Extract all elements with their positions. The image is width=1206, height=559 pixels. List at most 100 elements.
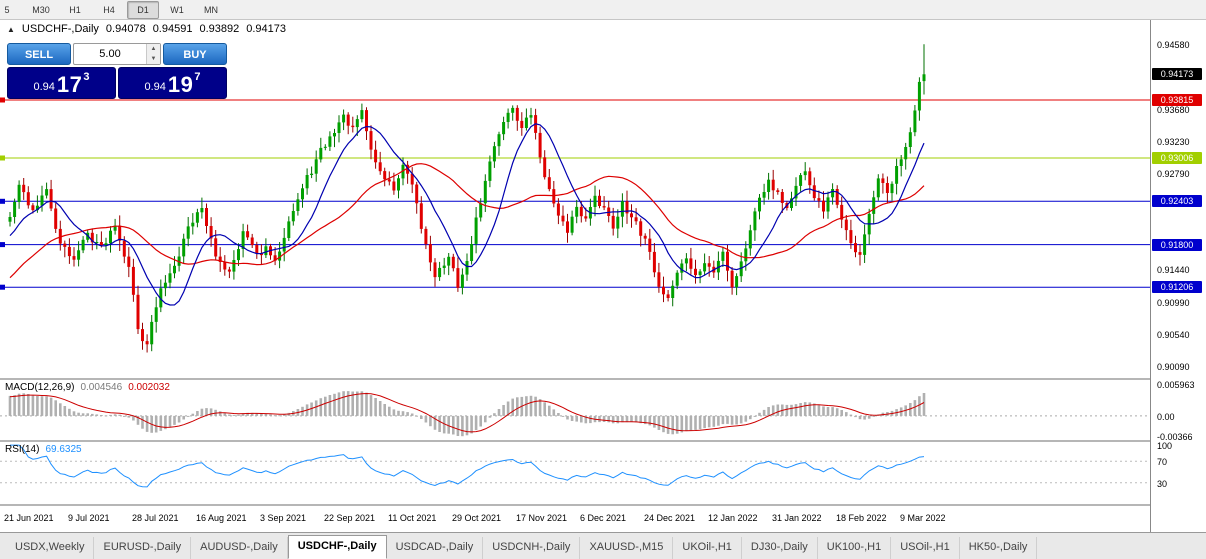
rsi-indicator-panel[interactable] xyxy=(0,442,1150,504)
date-axis-label: 12 Jan 2022 xyxy=(708,513,758,523)
hline-anchor xyxy=(0,242,5,248)
hline-price-badge: 0.93006 xyxy=(1152,152,1202,164)
buy-button[interactable]: BUY xyxy=(163,43,227,65)
buy-price-display[interactable]: 0.94 19 7 xyxy=(118,67,227,99)
date-axis-label: 21 Jun 2021 xyxy=(4,513,54,523)
chart-tab-usoil-h1[interactable]: USOil-,H1 xyxy=(891,537,960,559)
chart-tab-audusd-daily[interactable]: AUDUSD-,Daily xyxy=(191,537,288,559)
hline-anchor xyxy=(0,97,5,103)
macd-axis-label: 0.005963 xyxy=(1157,380,1195,390)
macd-axis-label: -0.00366 xyxy=(1157,432,1193,442)
volume-decrease-button[interactable]: ▼ xyxy=(147,54,160,64)
timeframe-button-M30[interactable]: M30 xyxy=(32,4,50,15)
one-click-trading-panel: SELL 5.00 ▲ ▼ BUY 0.94 17 3 0.94 19 7 xyxy=(7,43,227,99)
sell-price-display[interactable]: 0.94 17 3 xyxy=(7,67,116,99)
timeframe-button-W1[interactable]: W1 xyxy=(170,4,184,15)
macd-main-value: 0.004546 xyxy=(80,382,123,393)
sell-button[interactable]: SELL xyxy=(7,43,71,65)
ohlc-low: 0.93892 xyxy=(199,23,240,35)
date-axis-label: 31 Jan 2022 xyxy=(772,513,822,523)
chart-tab-usdx-weekly[interactable]: USDX,Weekly xyxy=(6,537,95,559)
timeframe-button-5[interactable]: 5 xyxy=(4,4,10,15)
volume-value[interactable]: 5.00 xyxy=(99,48,121,60)
price-axis[interactable]: 0.94580 0.93680 0.93230 0.92790 0.91440 0.909… xyxy=(1150,20,1206,532)
chart-tab-eurusd-daily[interactable]: EURUSD-,Daily xyxy=(94,537,192,559)
hline-price-badge: 0.93815 xyxy=(1152,94,1202,106)
chart-ohlc-header: ▲ USDCHF-,Daily 0.94078 0.94591 0.93892 … xyxy=(7,23,286,35)
rsi-value: 69.6325 xyxy=(45,444,82,455)
price-axis-label: 0.93230 xyxy=(1157,137,1190,147)
rsi-axis-label: 100 xyxy=(1157,441,1173,451)
chart-tab-uk100-h1[interactable]: UK100-,H1 xyxy=(818,537,892,559)
sell-price-big: 17 xyxy=(56,72,83,97)
sell-price-sup: 3 xyxy=(83,71,90,83)
rsi-axis-label: 30 xyxy=(1157,479,1168,489)
ohlc-open: 0.94078 xyxy=(105,23,146,35)
date-axis-label: 28 Jul 2021 xyxy=(132,513,179,523)
hline-anchor xyxy=(0,198,5,204)
date-axis-label: 18 Feb 2022 xyxy=(836,513,887,523)
date-axis-label: 29 Oct 2021 xyxy=(452,513,502,523)
macd-title: MACD(12,26,9) xyxy=(5,382,75,393)
panel-separator[interactable] xyxy=(0,440,1206,442)
date-axis-label: 16 Aug 2021 xyxy=(196,513,247,523)
price-axis-label: 0.90090 xyxy=(1157,362,1190,372)
volume-spinner: ▲ ▼ xyxy=(146,44,160,64)
date-axis-label: 9 Jul 2021 xyxy=(68,513,110,523)
hline-price-badge: 0.91800 xyxy=(1152,239,1202,251)
chart-tab-ukoil-h1[interactable]: UKOil-,H1 xyxy=(673,537,742,559)
buy-price-big: 19 xyxy=(167,72,194,97)
ohlc-high: 0.94591 xyxy=(152,23,193,35)
hline-anchor xyxy=(0,284,5,290)
price-axis-label: 0.92790 xyxy=(1157,169,1190,179)
ohlc-close: 0.94173 xyxy=(246,23,286,35)
date-axis-label: 3 Sep 2021 xyxy=(260,513,307,523)
timeframe-toolbar: 5 M30 H1 H4 D1 W1 MN xyxy=(0,0,1206,20)
chart-tab-bar: USDX,Weekly EURUSD-,Daily AUDUSD-,Daily USD… xyxy=(0,532,1206,559)
price-axis-label: 0.90990 xyxy=(1157,298,1190,308)
collapse-panel-icon[interactable]: ▲ xyxy=(7,24,15,34)
date-axis-label: 9 Mar 2022 xyxy=(900,513,946,523)
chart-tab-xauusd-m15[interactable]: XAUUSD-,M15 xyxy=(580,537,674,559)
sell-price-base: 0.94 xyxy=(33,81,55,93)
chart-tab-dj30-daily[interactable]: DJ30-,Daily xyxy=(742,537,818,559)
date-axis-label: 11 Oct 2021 xyxy=(388,513,437,523)
hline-anchor xyxy=(0,155,5,161)
date-axis-label: 17 Nov 2021 xyxy=(516,513,568,523)
timeframe-button-group: 5 M30 H1 H4 D1 W1 MN xyxy=(0,0,228,19)
buy-price-base: 0.94 xyxy=(144,81,166,93)
moving-average-30 xyxy=(9,163,925,279)
rsi-indicator-label: RSI(14) 69.6325 xyxy=(5,444,82,455)
price-axis-label: 0.91440 xyxy=(1157,265,1190,275)
macd-indicator-panel[interactable] xyxy=(0,380,1150,440)
price-axis-label: 0.93680 xyxy=(1157,105,1190,115)
hline-price-badge: 0.92403 xyxy=(1152,195,1202,207)
hline-price-badge: 0.91206 xyxy=(1152,281,1202,293)
date-axis-label: 22 Sep 2021 xyxy=(324,513,376,523)
date-axis-label: 24 Dec 2021 xyxy=(644,513,696,523)
macd-indicator-label: MACD(12,26,9) 0.004546 0.002032 xyxy=(5,382,170,393)
volume-increase-button[interactable]: ▲ xyxy=(147,44,160,54)
chart-tab-usdcad-daily[interactable]: USDCAD-,Daily xyxy=(387,537,484,559)
date-axis-label: 6 Dec 2021 xyxy=(580,513,627,523)
timeframe-button-MN[interactable]: MN xyxy=(204,4,218,15)
chart-tab-usdchf-daily[interactable]: USDCHF-,Daily xyxy=(287,535,387,559)
panel-separator[interactable] xyxy=(0,378,1206,380)
panel-separator xyxy=(0,504,1206,506)
timeframe-button-H4[interactable]: H4 xyxy=(103,4,115,15)
chart-tab-hk50-daily[interactable]: HK50-,Daily xyxy=(960,537,1038,559)
macd-signal-value: 0.002032 xyxy=(128,382,170,393)
rsi-title: RSI(14) xyxy=(5,444,40,455)
volume-field[interactable]: 5.00 ▲ ▼ xyxy=(73,43,161,65)
timeframe-button-D1[interactable]: D1 xyxy=(127,0,159,19)
rsi-axis-label: 70 xyxy=(1157,457,1168,467)
price-axis-label: 0.90540 xyxy=(1157,330,1190,340)
date-axis[interactable]: 21 Jun 2021 9 Jul 2021 28 Jul 2021 16 Aug 2… xyxy=(0,506,1150,532)
price-axis-label: 0.94580 xyxy=(1157,40,1190,50)
macd-axis-label: 0.00 xyxy=(1157,412,1175,422)
timeframe-button-H1[interactable]: H1 xyxy=(69,4,81,15)
moving-average-10 xyxy=(9,123,925,306)
chart-symbol-period: USDCHF-,Daily xyxy=(21,23,99,35)
chart-tab-usdcnh-daily[interactable]: USDCNH-,Daily xyxy=(483,537,581,559)
